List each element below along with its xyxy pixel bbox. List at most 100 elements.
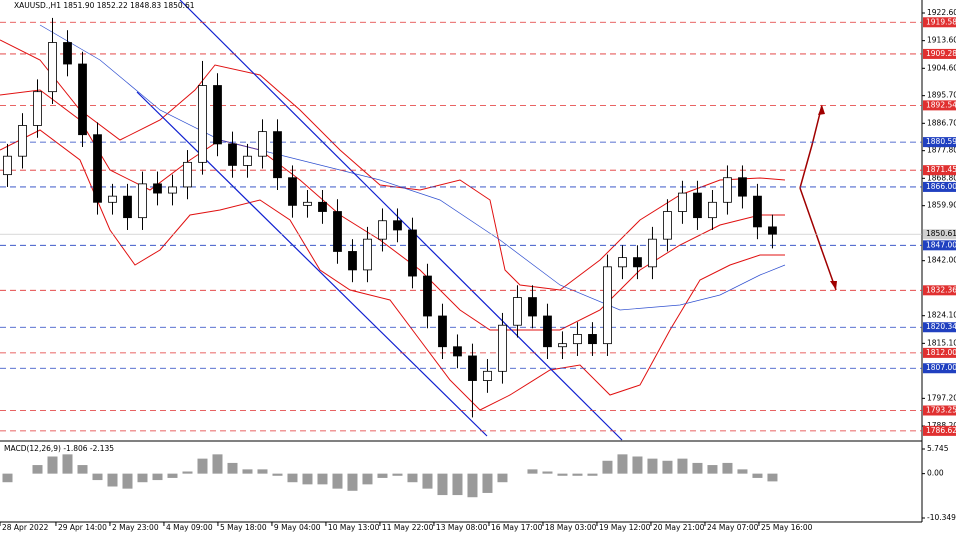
- macd-bar: [227, 462, 238, 474]
- level-label-box: [923, 165, 956, 176]
- level-label-text: 1847.00: [926, 240, 956, 249]
- arrow-head: [830, 281, 837, 290]
- arrow-up: [799, 104, 823, 189]
- candle-body: [588, 334, 597, 345]
- candle-body: [468, 355, 477, 381]
- level-label-box: [923, 285, 956, 296]
- candle-body: [723, 177, 732, 203]
- candle-body: [648, 238, 657, 268]
- level-label: 1812.00: [923, 347, 956, 358]
- candle-body: [378, 220, 387, 240]
- macd-bar: [242, 469, 253, 474]
- x-tick-label: 16 May 17:00: [491, 523, 543, 532]
- level-label: 1793.25: [923, 405, 956, 416]
- x-tick-label: 11 May 22:00: [382, 523, 434, 532]
- candle-body: [123, 195, 132, 219]
- candle-body: [543, 315, 552, 348]
- macd-bar: [722, 462, 733, 474]
- level-label: 1786.62: [923, 425, 956, 436]
- level-label-text: 1919.58: [926, 17, 956, 26]
- x-tick-label: 10 May 13:00: [328, 523, 380, 532]
- x-tick-label: 19 May 12:00: [599, 523, 651, 532]
- level-label-text: 1820.34: [926, 322, 956, 331]
- macd-bar: [542, 471, 553, 474]
- level-label-box: [923, 240, 956, 251]
- macd-bar: [212, 454, 223, 474]
- x-tick-label: 29 Apr 14:00: [58, 523, 107, 532]
- macd-bar: [122, 473, 133, 489]
- macd-bar: [2, 473, 13, 483]
- level-label-box: [923, 48, 956, 59]
- candle-body: [78, 63, 87, 136]
- macd-bar: [332, 473, 343, 489]
- candle-body: [498, 324, 507, 372]
- level-label-box: [923, 17, 956, 28]
- macd-bar: [767, 473, 778, 482]
- macd-bar: [707, 465, 718, 474]
- current-price-box: [923, 229, 956, 240]
- level-label-box: [923, 425, 956, 436]
- macd-bar: [482, 473, 493, 493]
- candle-body: [573, 334, 582, 345]
- candle-body: [633, 257, 642, 268]
- candle-body: [333, 211, 342, 252]
- candle-body: [753, 195, 762, 228]
- candle-body: [198, 85, 207, 163]
- macd-y-tick-label: 5.745: [927, 444, 949, 453]
- macd-bar: [422, 473, 433, 489]
- level-label-text: 1786.62: [926, 426, 956, 435]
- candle-body: [678, 192, 687, 212]
- candle-body: [528, 297, 537, 317]
- macd-bar: [302, 473, 313, 485]
- macd-bar: [587, 473, 598, 476]
- macd-bar: [647, 458, 658, 474]
- level-label: 1807.00: [923, 363, 956, 374]
- level-label-box: [923, 100, 956, 111]
- macd-bar: [107, 473, 118, 487]
- level-label-text: 1892.54: [926, 100, 956, 109]
- level-label-box: [923, 181, 956, 192]
- x-tick-label: 4 May 09:00: [166, 523, 213, 532]
- candle-body: [168, 186, 177, 194]
- macd-bar: [92, 473, 103, 481]
- level-label-text: 1909.28: [926, 49, 956, 58]
- candle-body: [618, 257, 627, 268]
- level-label: 1832.36: [923, 285, 956, 296]
- candle-body: [213, 85, 222, 145]
- y-tick-label: 1815.10: [927, 338, 956, 347]
- macd-bar: [167, 473, 178, 478]
- y-tick-label: 1895.70: [927, 91, 956, 100]
- level-label-text: 1832.36: [926, 285, 956, 294]
- macd-bar: [692, 462, 703, 474]
- candle-body: [768, 226, 777, 235]
- candle-body: [348, 251, 357, 271]
- macd-bar: [437, 473, 448, 496]
- x-tick-label: 9 May 04:00: [274, 523, 321, 532]
- level-label: 1909.28: [923, 48, 956, 59]
- macd-bar: [527, 469, 538, 474]
- y-tick-label: 1922.60: [927, 8, 956, 17]
- y-tick-label: 1824.10: [927, 311, 956, 320]
- candle-body: [138, 183, 147, 219]
- candle-body: [453, 346, 462, 357]
- x-tick-label: 20 May 21:00: [653, 523, 705, 532]
- x-tick-label: 5 May 18:00: [220, 523, 267, 532]
- macd-title: MACD(12,26,9) -1.806 -2.135: [4, 444, 114, 453]
- upper-band: [0, 39, 786, 291]
- level-label: 1892.54: [923, 100, 956, 111]
- x-tick-label: 24 May 07:00: [707, 523, 759, 532]
- level-label: 1866.00: [923, 181, 956, 192]
- current-price-label: 1850.61: [926, 229, 956, 238]
- y-tick-label: 1868.80: [927, 173, 956, 182]
- macd-bar: [467, 473, 478, 498]
- level-label: 1919.58: [923, 17, 956, 28]
- macd-bar: [392, 473, 403, 476]
- x-tick-label: 18 May 03:00: [545, 523, 597, 532]
- level-label-text: 1807.00: [926, 363, 956, 372]
- macd-bar: [377, 473, 388, 478]
- candle-body: [303, 201, 312, 206]
- candle-body: [558, 343, 567, 348]
- macd-bar: [362, 473, 373, 485]
